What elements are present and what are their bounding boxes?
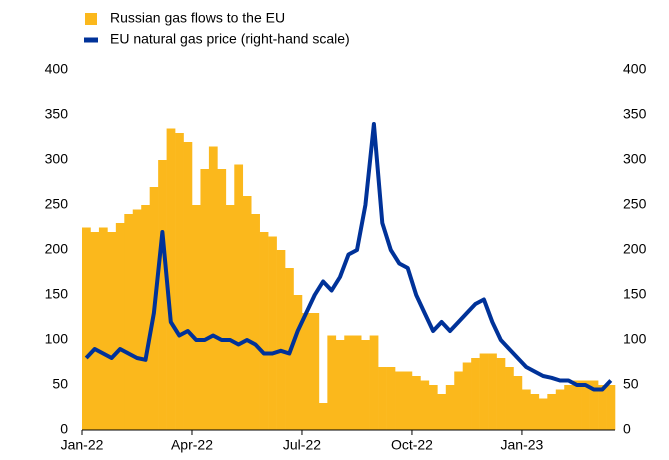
y-tick-label: 0 bbox=[60, 421, 68, 437]
y2-tick-label: 0 bbox=[623, 421, 631, 437]
y-tick-label: 300 bbox=[45, 151, 69, 167]
bar bbox=[183, 142, 193, 430]
x-tick-label: Jan-23 bbox=[501, 437, 544, 453]
bar bbox=[82, 227, 91, 430]
bar bbox=[378, 367, 387, 430]
bar bbox=[420, 380, 430, 430]
bar bbox=[124, 214, 134, 430]
bar bbox=[505, 367, 514, 430]
x-tick-label: Oct-22 bbox=[391, 437, 433, 453]
bar bbox=[572, 380, 582, 430]
bar bbox=[530, 394, 540, 430]
y2-tick-label: 300 bbox=[623, 151, 647, 167]
x-tick-label: Apr-22 bbox=[171, 437, 213, 453]
bar bbox=[276, 250, 286, 430]
y2-tick-label: 50 bbox=[623, 376, 639, 392]
bar bbox=[361, 340, 370, 430]
x-tick-label: Jan-22 bbox=[61, 437, 104, 453]
y2-tick-label: 200 bbox=[623, 241, 647, 257]
bar bbox=[564, 385, 573, 430]
y2-tick-label: 350 bbox=[623, 106, 647, 122]
bar bbox=[268, 236, 277, 430]
bar bbox=[462, 362, 472, 430]
bar bbox=[521, 389, 531, 430]
bar bbox=[98, 227, 108, 430]
bar bbox=[208, 146, 218, 430]
y-tick-label: 250 bbox=[45, 196, 69, 212]
bar bbox=[369, 335, 379, 430]
y-tick-label: 100 bbox=[45, 331, 69, 347]
bar bbox=[471, 358, 480, 430]
bar bbox=[107, 232, 117, 430]
bar bbox=[318, 403, 328, 430]
y2-tick-label: 250 bbox=[623, 196, 647, 212]
bar bbox=[496, 358, 506, 430]
bar bbox=[589, 380, 599, 430]
bar bbox=[445, 385, 455, 430]
legend-swatch bbox=[85, 13, 97, 25]
bar bbox=[259, 232, 269, 430]
y-tick-label: 350 bbox=[45, 106, 69, 122]
bar bbox=[555, 389, 565, 430]
bar bbox=[547, 394, 557, 430]
bar bbox=[175, 133, 184, 430]
bar bbox=[310, 313, 320, 430]
bar bbox=[606, 385, 616, 430]
bar bbox=[166, 128, 176, 430]
bar bbox=[158, 160, 167, 430]
y-tick-label: 150 bbox=[45, 286, 69, 302]
bar bbox=[352, 335, 362, 430]
bar bbox=[191, 205, 201, 430]
legend-label: Russian gas flows to the EU bbox=[110, 10, 285, 26]
x-tick-label: Jul-22 bbox=[283, 437, 321, 453]
bar bbox=[200, 169, 210, 430]
legend-label: EU natural gas price (right-hand scale) bbox=[110, 31, 350, 47]
bar bbox=[488, 353, 497, 430]
bar bbox=[538, 398, 548, 430]
y2-tick-label: 400 bbox=[623, 61, 647, 77]
bar bbox=[141, 205, 150, 430]
bar bbox=[344, 335, 354, 430]
bar bbox=[90, 232, 100, 430]
bar bbox=[217, 169, 227, 430]
y2-tick-label: 150 bbox=[623, 286, 647, 302]
bar bbox=[132, 209, 142, 430]
bar bbox=[395, 371, 404, 430]
y2-tick-label: 100 bbox=[623, 331, 647, 347]
bar bbox=[234, 164, 244, 430]
y-tick-label: 200 bbox=[45, 241, 69, 257]
bar bbox=[598, 385, 607, 430]
bar bbox=[428, 385, 438, 430]
bar bbox=[327, 335, 337, 430]
bar bbox=[293, 295, 303, 430]
bar bbox=[301, 313, 311, 430]
bar bbox=[335, 340, 345, 430]
bar bbox=[513, 376, 523, 430]
y-tick-label: 50 bbox=[52, 376, 68, 392]
bar bbox=[479, 353, 489, 430]
bar bbox=[454, 371, 464, 430]
bar bbox=[225, 205, 235, 430]
bar bbox=[115, 223, 125, 430]
y-tick-label: 400 bbox=[45, 61, 69, 77]
bar bbox=[242, 196, 252, 430]
line bbox=[84, 122, 613, 392]
bar bbox=[386, 367, 396, 430]
bar bbox=[403, 371, 413, 430]
bar bbox=[411, 376, 421, 430]
bar bbox=[581, 380, 590, 430]
bar bbox=[251, 214, 260, 430]
bar bbox=[437, 394, 447, 430]
